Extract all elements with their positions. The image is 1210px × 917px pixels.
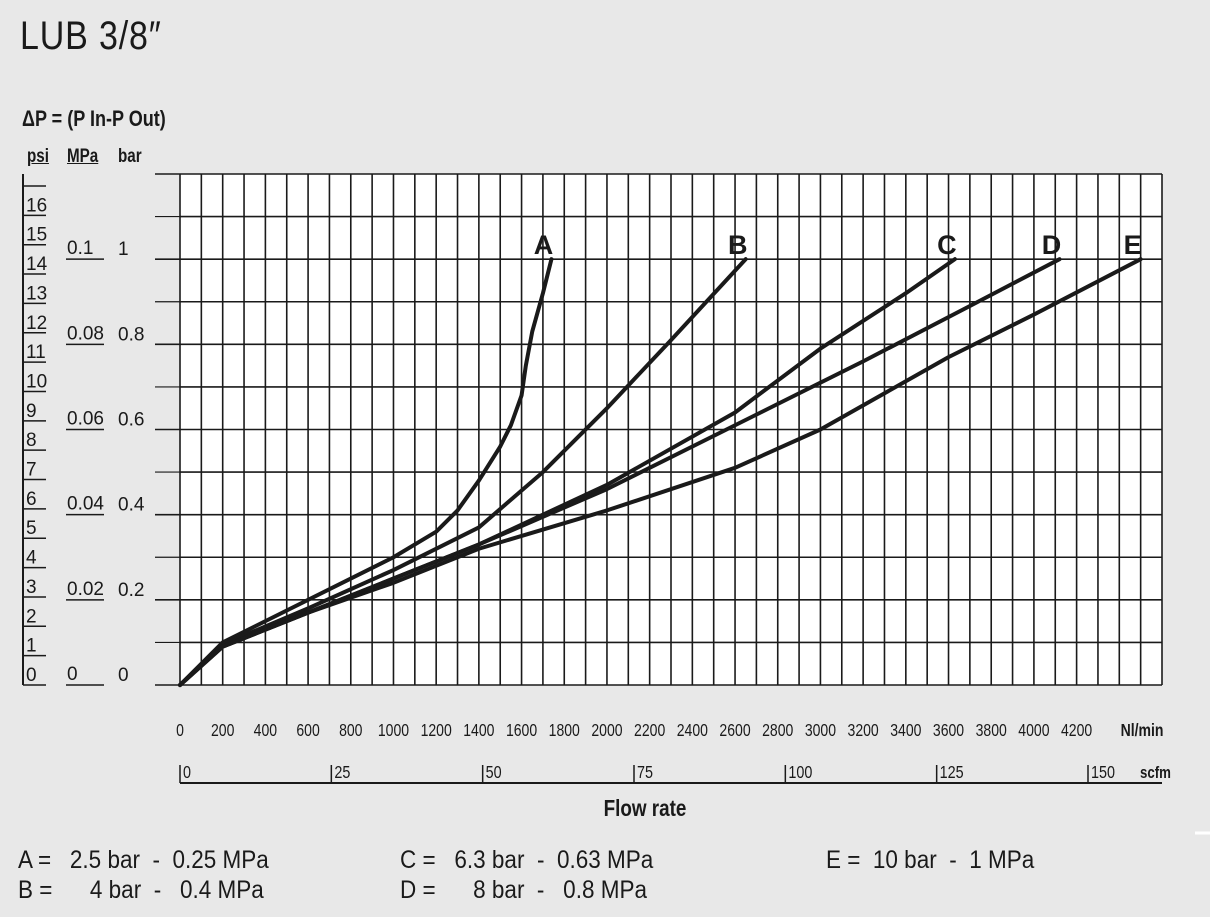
psi-tick-label: 12 bbox=[26, 313, 47, 334]
psi-tick-label: 3 bbox=[26, 577, 37, 598]
psi-tick-label: 8 bbox=[26, 430, 37, 451]
x-tick-label: 3400 bbox=[890, 720, 921, 740]
legend-item-a: A = 2.5 bar - 0.25 MPa bbox=[18, 846, 269, 874]
mpa-tick-label: 0.06 bbox=[67, 409, 104, 430]
scfm-tick-label: 75 bbox=[637, 763, 653, 783]
psi-tick-label: 11 bbox=[26, 342, 46, 363]
series-label-a: A bbox=[534, 230, 554, 260]
psi-tick-label: 6 bbox=[26, 489, 37, 510]
x-tick-label: 4000 bbox=[1018, 720, 1049, 740]
x-tick-label: 1800 bbox=[549, 720, 580, 740]
psi-tick-label: 5 bbox=[26, 518, 37, 539]
chart-title: LUB 3/8″ bbox=[20, 14, 162, 58]
x-tick-label: 1600 bbox=[506, 720, 537, 740]
x-tick-label: 3600 bbox=[933, 720, 964, 740]
x-tick-label: 800 bbox=[339, 720, 362, 740]
scfm-tick-label: 150 bbox=[1091, 763, 1115, 783]
series-line-b bbox=[178, 257, 748, 687]
psi-tick-label: 10 bbox=[26, 371, 47, 392]
bar-unit-header: bar bbox=[118, 146, 142, 167]
x-tick-label: 400 bbox=[254, 720, 277, 740]
legend-item-e: E = 10 bar - 1 MPa bbox=[826, 846, 1035, 874]
psi-tick-label: 0 bbox=[26, 665, 37, 686]
psi-unit-header: psi bbox=[27, 146, 49, 167]
x-tick-label: 1400 bbox=[463, 720, 494, 740]
legend-item-d: D = 8 bar - 0.8 MPa bbox=[400, 876, 647, 904]
x-unit-label: Nl/min bbox=[1121, 720, 1164, 740]
x-tick-label: 3000 bbox=[805, 720, 836, 740]
psi-tick-label: 4 bbox=[26, 548, 37, 569]
bar-tick-label: 0.2 bbox=[118, 580, 144, 601]
series-label-d: D bbox=[1042, 230, 1062, 260]
psi-tick-label: 16 bbox=[26, 195, 47, 216]
series-label-e: E bbox=[1124, 230, 1142, 260]
x-tick-label: 3200 bbox=[848, 720, 879, 740]
psi-tick-label: 14 bbox=[26, 254, 48, 275]
x-tick-label: 4200 bbox=[1061, 720, 1092, 740]
x-tick-label: 1200 bbox=[421, 720, 452, 740]
psi-tick-label: 9 bbox=[26, 401, 37, 422]
series-line-a bbox=[178, 257, 554, 687]
x-tick-label: 2000 bbox=[591, 720, 622, 740]
bar-tick-label: 0.6 bbox=[118, 410, 144, 431]
mpa-tick-label: 0 bbox=[67, 664, 78, 685]
series-label-c: C bbox=[937, 230, 957, 260]
mpa-tick-label: 0.02 bbox=[67, 579, 104, 600]
psi-tick-label: 1 bbox=[26, 636, 37, 657]
bar-tick-label: 0.8 bbox=[118, 324, 144, 345]
psi-tick-label: 7 bbox=[26, 460, 37, 481]
psi-tick-label: 2 bbox=[26, 606, 37, 627]
x-tick-label: 2800 bbox=[762, 720, 793, 740]
x-tick-label: 2400 bbox=[677, 720, 708, 740]
scfm-unit-label: scfm bbox=[1140, 764, 1171, 783]
scfm-tick-label: 100 bbox=[788, 763, 812, 783]
mpa-tick-label: 0.1 bbox=[67, 238, 93, 259]
scfm-tick-label: 125 bbox=[940, 763, 964, 783]
x-tick-label: 3800 bbox=[976, 720, 1007, 740]
psi-tick-label: 15 bbox=[26, 225, 47, 246]
legend-item-b: B = 4 bar - 0.4 MPa bbox=[18, 876, 264, 904]
scfm-tick-label: 0 bbox=[183, 763, 191, 783]
bar-tick-label: 1 bbox=[118, 239, 129, 260]
mpa-tick-label: 0.08 bbox=[67, 323, 104, 344]
mpa-tick-label: 0.04 bbox=[67, 494, 104, 515]
x-tick-label: 0 bbox=[176, 720, 184, 740]
x-tick-label: 2200 bbox=[634, 720, 665, 740]
x-tick-label: 2600 bbox=[719, 720, 750, 740]
psi-tick-label: 13 bbox=[26, 283, 47, 304]
bar-tick-label: 0.4 bbox=[118, 495, 145, 516]
x-tick-label: 600 bbox=[296, 720, 319, 740]
scfm-tick-label: 50 bbox=[486, 763, 502, 783]
x-axis-title: Flow rate bbox=[604, 796, 687, 821]
series-label-b: B bbox=[728, 230, 748, 260]
x-tick-label: 200 bbox=[211, 720, 234, 740]
mpa-unit-header: MPa bbox=[67, 146, 99, 167]
series-line-e bbox=[178, 257, 1143, 687]
y-axis-title: ΔP = (P In-P Out) bbox=[22, 106, 166, 131]
bar-tick-label: 0 bbox=[118, 665, 129, 686]
scfm-tick-label: 25 bbox=[334, 763, 350, 783]
legend-item-c: C = 6.3 bar - 0.63 MPa bbox=[400, 846, 654, 874]
x-tick-label: 1000 bbox=[378, 720, 409, 740]
